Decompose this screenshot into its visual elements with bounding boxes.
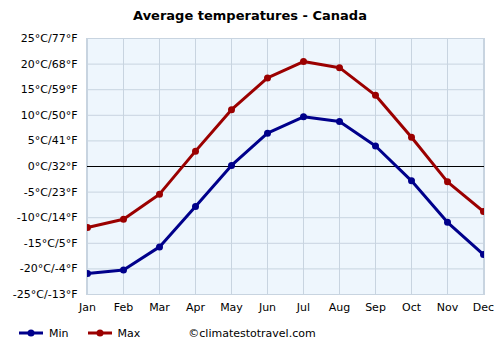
- svg-text:Mar: Mar: [149, 301, 170, 314]
- html-text:Average temperatures - Canada: Average temperatures - Canada: [133, 8, 367, 23]
- svg-text:20°C/68°F: 20°C/68°F: [21, 58, 78, 71]
- svg-text:25°C/77°F: 25°C/77°F: [21, 32, 78, 45]
- svg-text:-25°C/-13°F: -25°C/-13°F: [13, 288, 78, 301]
- svg-text:Dec: Dec: [473, 301, 494, 314]
- svg-text:Jan: Jan: [78, 301, 96, 314]
- svg-text:Apr: Apr: [186, 301, 206, 314]
- svg-text:Jul: Jul: [296, 301, 310, 314]
- html-text:Max: Max: [117, 326, 141, 340]
- svg-text:Oct: Oct: [402, 301, 422, 314]
- svg-text:15°C/59°F: 15°C/59°F: [21, 83, 78, 96]
- html-text:©climatestotravel.com: ©climatestotravel.com: [188, 326, 316, 340]
- svg-text:-10°C/14°F: -10°C/14°F: [17, 211, 78, 224]
- svg-text:Jun: Jun: [258, 301, 276, 314]
- svg-text:-5°C/23°F: -5°C/23°F: [24, 186, 78, 199]
- svg-text:Aug: Aug: [329, 301, 350, 314]
- svg-text:May: May: [220, 301, 243, 314]
- svg-text:-15°C/5°F: -15°C/5°F: [24, 237, 78, 250]
- svg-text:Nov: Nov: [437, 301, 459, 314]
- svg-text:10°C/50°F: 10°C/50°F: [21, 109, 78, 122]
- svg-text:Sep: Sep: [365, 301, 386, 314]
- svg-text:5°C/41°F: 5°C/41°F: [28, 134, 78, 147]
- svg-text:-20°C/-4°F: -20°C/-4°F: [20, 262, 78, 275]
- svg-text:Feb: Feb: [114, 301, 133, 314]
- svg-text:0°C/32°F: 0°C/32°F: [28, 160, 78, 173]
- html-text:Min: Min: [49, 326, 69, 340]
